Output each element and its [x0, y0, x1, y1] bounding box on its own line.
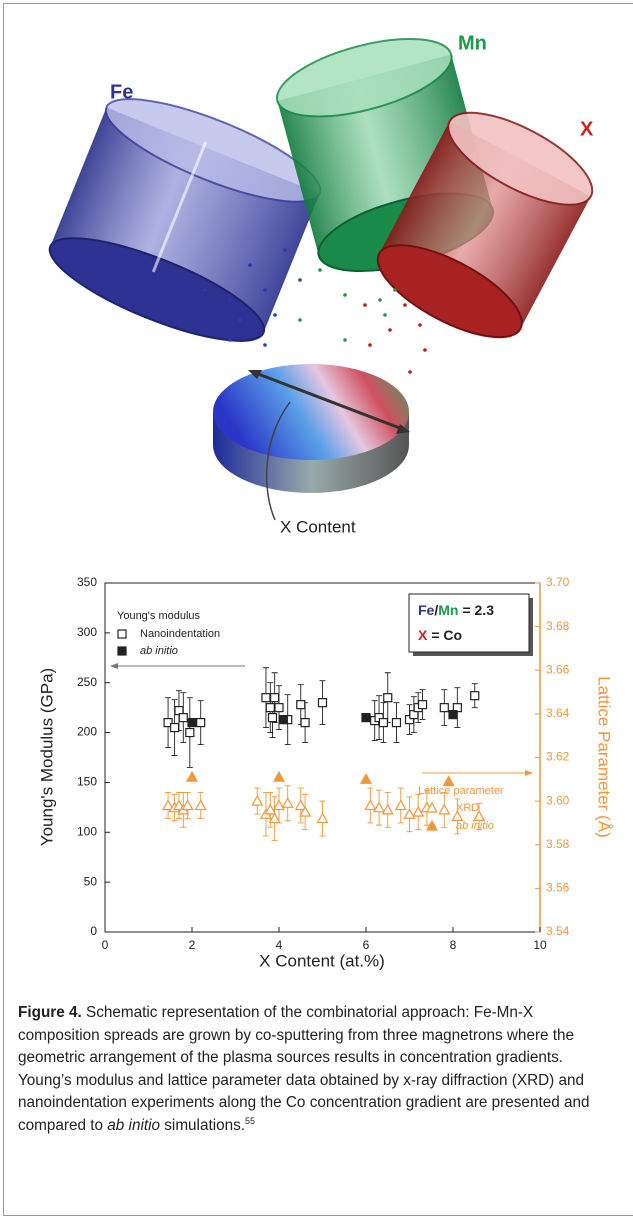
x-tick-label: 6 — [363, 938, 370, 952]
y-tick-label: 300 — [77, 625, 97, 639]
annotation-part: X — [418, 627, 428, 643]
y-tick-label: 50 — [84, 874, 98, 888]
data-point — [183, 800, 193, 809]
legend-group-title: Lattice parameter — [418, 785, 504, 797]
legend-marker — [118, 647, 126, 655]
annotation-line: X= Co — [418, 627, 462, 643]
y2-tick-label: 3.70 — [546, 575, 570, 589]
y2-tick-label: 3.66 — [546, 662, 570, 676]
legend-marker — [118, 630, 126, 638]
y2-tick-label: 3.56 — [546, 881, 570, 895]
caption-label: Figure 4. — [18, 1004, 82, 1021]
caption-end: simulations. — [164, 1117, 245, 1134]
caption-italic: ab initio — [107, 1117, 160, 1134]
legend-label: ab initio — [140, 645, 178, 657]
x-axis-title: X Content (at.%) — [259, 951, 385, 970]
data-point — [444, 776, 454, 785]
data-point — [297, 701, 305, 709]
chart: X Content (at.%) Young's Modulus (GPa) L… — [37, 583, 613, 970]
data-point — [471, 692, 479, 700]
y-axis-title: Young's Modulus (GPa) — [37, 668, 56, 846]
data-point — [187, 772, 197, 781]
data-point — [318, 814, 328, 823]
x-tick-label: 8 — [450, 938, 457, 952]
data-point — [449, 711, 457, 719]
y-tick-label: 350 — [77, 575, 97, 589]
data-point — [266, 704, 274, 712]
data-point — [384, 694, 392, 702]
x-tick-label: 2 — [189, 938, 196, 952]
y-tick-label: 150 — [77, 775, 97, 789]
wafer — [213, 364, 410, 520]
data-point — [362, 714, 370, 722]
y2-tick-label: 3.62 — [546, 750, 570, 764]
data-point — [171, 724, 179, 732]
data-point — [268, 714, 276, 722]
y-tick-label: 0 — [90, 924, 97, 938]
data-point — [405, 809, 415, 818]
data-point — [301, 719, 309, 727]
data-point — [440, 704, 448, 712]
x-tick-label: 0 — [102, 938, 109, 952]
legend-label: XRD — [456, 802, 479, 814]
y-tick-label: 100 — [77, 824, 97, 838]
annotation-line: Fe/Mn= 2.3 — [418, 602, 494, 618]
data-point — [419, 701, 427, 709]
x-label: X — [580, 118, 594, 140]
y2-tick-label: 3.54 — [546, 924, 570, 938]
data-point — [197, 719, 205, 727]
figure: Fe Mn X X Content X Content (at.%) Young… — [0, 0, 633, 1000]
data-point — [379, 719, 387, 727]
y2-axis-title: Lattice Parameter (Å) — [595, 676, 614, 838]
data-point — [196, 800, 206, 809]
annotation-part: = Co — [431, 627, 462, 643]
data-point — [392, 719, 400, 727]
data-point — [186, 729, 194, 737]
y-tick-label: 200 — [77, 725, 97, 739]
data-point — [274, 800, 284, 809]
legend-label: Nanoindentation — [140, 628, 220, 640]
data-point — [188, 719, 196, 727]
annotation-part: Fe — [418, 602, 435, 618]
caption-ref: 55 — [245, 1116, 255, 1126]
data-point — [262, 694, 270, 702]
annotation-box: Fe/Mn= 2.3 X= Co — [409, 594, 533, 656]
legend-arrow-head — [525, 770, 533, 776]
caption: Figure 4. Schematic representation of th… — [18, 1002, 608, 1138]
data-point — [283, 798, 293, 807]
caption-text: Schematic representation of the combinat… — [18, 1004, 589, 1134]
y2-tick-label: 3.68 — [546, 619, 570, 633]
data-point — [279, 716, 287, 724]
schematic: Fe Mn X X Content — [39, 24, 605, 537]
data-point — [383, 805, 393, 814]
legend-group-title: Young's modulus — [117, 610, 201, 622]
data-point — [271, 694, 279, 702]
y2-tick-label: 3.60 — [546, 793, 570, 807]
legend-label: ab initio — [456, 820, 494, 832]
annotation-part: Mn — [438, 602, 458, 618]
data-point — [439, 805, 449, 814]
data-point — [374, 803, 384, 812]
data-point — [365, 800, 375, 809]
y-tick-label: 250 — [77, 675, 97, 689]
legend-arrow-head — [110, 663, 118, 669]
data-point — [179, 714, 187, 722]
data-point — [319, 699, 327, 707]
y2-tick-label: 3.64 — [546, 706, 570, 720]
data-point — [396, 800, 406, 809]
data-point — [275, 704, 283, 712]
annotation-part: = 2.3 — [462, 602, 494, 618]
x-tick-label: 10 — [533, 938, 547, 952]
data-point — [252, 796, 262, 805]
fe-label: Fe — [110, 81, 133, 103]
data-point — [361, 774, 371, 783]
mn-label: Mn — [458, 32, 487, 54]
x-tick-label: 4 — [276, 938, 283, 952]
data-point — [274, 772, 284, 781]
y2-tick-label: 3.58 — [546, 837, 570, 851]
content-label: X Content — [280, 517, 356, 536]
